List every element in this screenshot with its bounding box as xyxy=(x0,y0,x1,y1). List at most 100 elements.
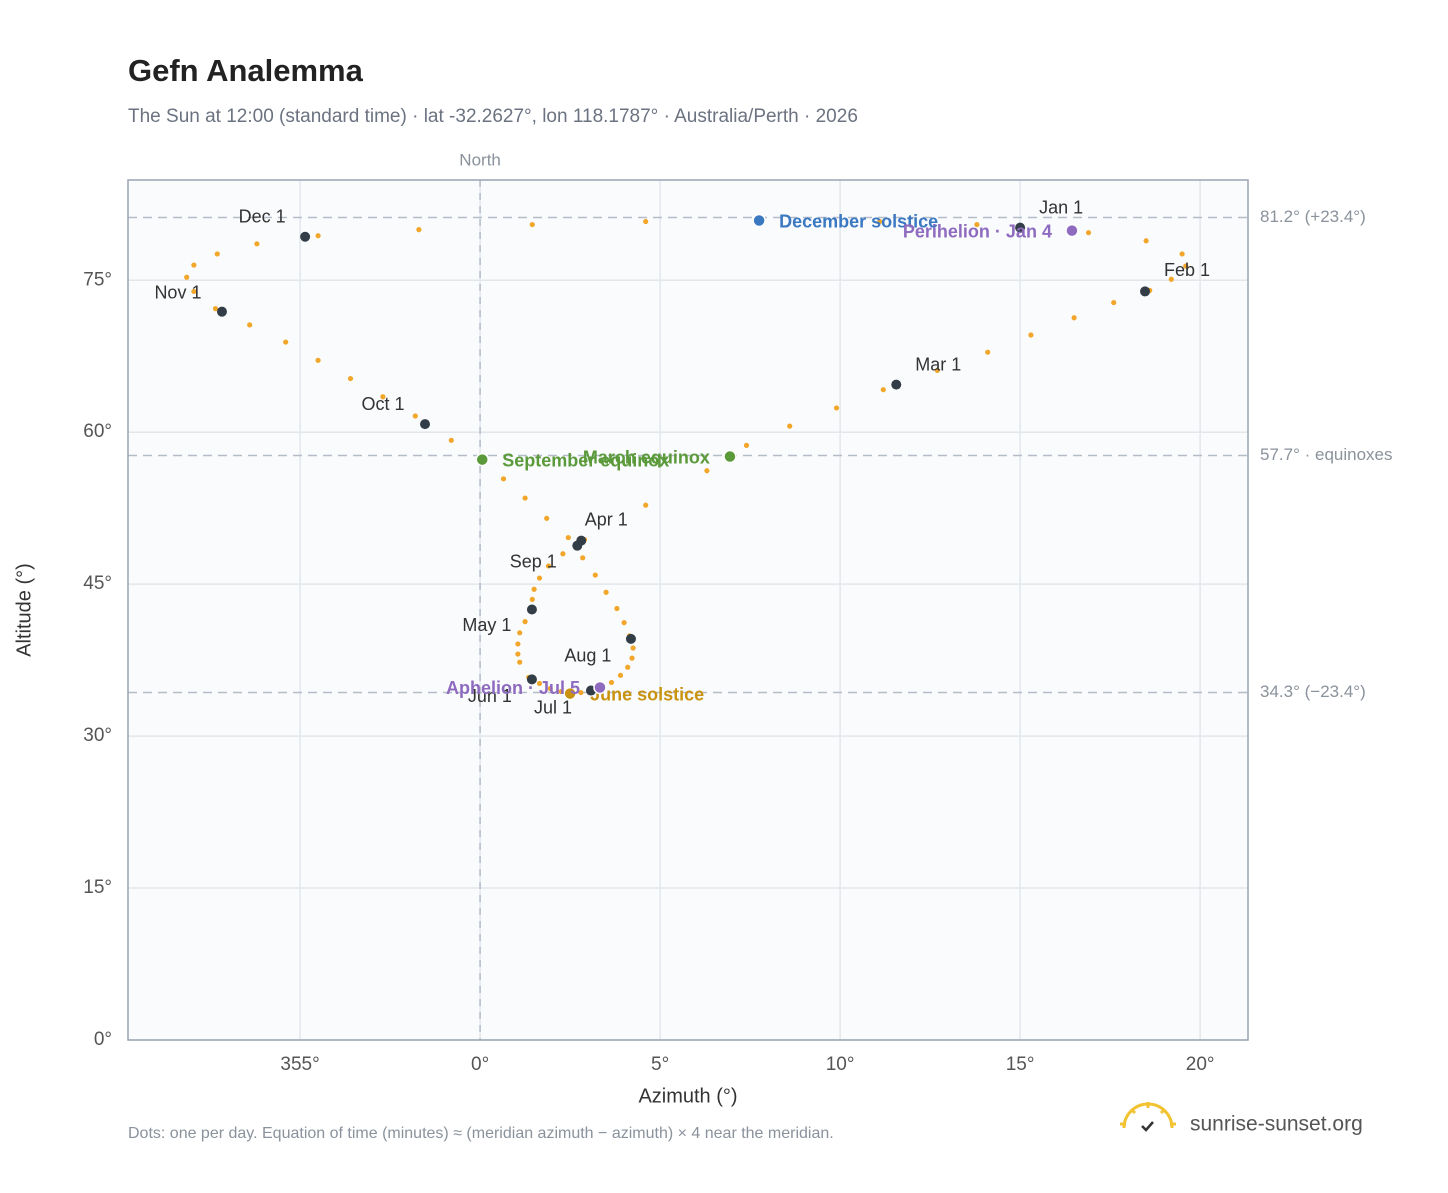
month-label: Mar 1 xyxy=(915,354,961,374)
event-marker xyxy=(723,449,737,464)
daily-dot xyxy=(283,339,289,345)
month-label: Apr 1 xyxy=(585,509,628,529)
month-label: Nov 1 xyxy=(154,282,201,302)
x-tick-label: 0° xyxy=(471,1054,489,1075)
event-marker xyxy=(752,213,766,228)
x-tick-label: 10° xyxy=(826,1054,855,1075)
month-label: Jul 1 xyxy=(534,697,572,717)
daily-dot xyxy=(629,655,635,661)
y-tick-label: 45° xyxy=(83,573,112,594)
month-label: Aug 1 xyxy=(564,646,611,666)
month-marker xyxy=(1140,286,1151,297)
daily-dot xyxy=(833,405,840,411)
daily-dot xyxy=(985,349,991,355)
chart-title: Gefn Analemma xyxy=(128,53,364,88)
brand-name: sunrise-sunset.org xyxy=(1190,1113,1363,1136)
daily-dot xyxy=(1183,263,1189,269)
daily-dot xyxy=(515,641,521,647)
month-marker xyxy=(891,379,902,390)
daily-dot xyxy=(1111,299,1117,306)
reference-label: 57.7° · equinoxes xyxy=(1260,445,1393,464)
month-marker xyxy=(625,633,636,644)
daily-dot xyxy=(565,534,571,541)
daily-dot xyxy=(704,468,710,474)
month-marker xyxy=(420,419,431,430)
month-label: May 1 xyxy=(462,615,511,635)
daily-dot xyxy=(544,515,550,521)
footnote: Dots: one per day. Equation of time (min… xyxy=(128,1125,834,1142)
daily-dot xyxy=(1179,251,1185,257)
event-label: June solstice xyxy=(590,684,704,704)
daily-dot xyxy=(787,423,793,429)
daily-dot xyxy=(315,357,321,363)
y-tick-label: 15° xyxy=(83,877,112,898)
y-tick-label: 60° xyxy=(83,421,112,442)
daily-dot xyxy=(743,442,750,448)
month-label: Oct 1 xyxy=(362,394,405,414)
daily-dot xyxy=(558,688,564,695)
event-label: Aphelion · Jul 5 xyxy=(446,678,580,698)
daily-dot xyxy=(625,664,631,670)
month-marker xyxy=(572,540,583,551)
month-label: Jan 1 xyxy=(1039,197,1083,217)
month-marker xyxy=(300,231,311,242)
y-tick-label: 30° xyxy=(83,725,112,746)
month-marker xyxy=(526,604,537,615)
daily-dot xyxy=(880,387,886,393)
y-tick-label: 75° xyxy=(83,269,112,290)
x-tick-label: 20° xyxy=(1186,1054,1215,1075)
daily-dot xyxy=(191,288,197,295)
daily-dot xyxy=(522,495,528,501)
event-marker xyxy=(475,452,490,467)
daily-dot xyxy=(247,322,253,328)
y-axis-label: Altitude (°) xyxy=(13,563,35,657)
daily-dot xyxy=(184,274,190,280)
daily-dot xyxy=(545,563,552,569)
daily-dot xyxy=(522,619,528,625)
month-marker xyxy=(526,674,537,685)
daily-dot xyxy=(614,605,620,612)
daily-dot xyxy=(448,437,454,443)
x-tick-label: 5° xyxy=(651,1054,669,1075)
daily-dot xyxy=(580,555,586,561)
month-marker xyxy=(1015,222,1026,233)
daily-dot xyxy=(603,589,609,595)
daily-dot xyxy=(254,241,260,247)
daily-dot xyxy=(191,262,197,268)
x-axis-label: Azimuth (°) xyxy=(638,1085,737,1107)
month-marker xyxy=(216,306,227,317)
x-tick-label: 15° xyxy=(1006,1054,1035,1075)
plot-frame xyxy=(127,179,1249,1041)
daily-dot xyxy=(380,394,386,400)
daily-dot xyxy=(347,375,354,382)
event-label: September equinox xyxy=(502,450,669,470)
month-label: Dec 1 xyxy=(239,206,286,226)
month-label: Sep 1 xyxy=(510,551,557,571)
daily-dot xyxy=(1143,238,1149,244)
daily-dot xyxy=(500,476,507,482)
daily-dot xyxy=(877,218,883,225)
x-tick-label: 355° xyxy=(280,1054,319,1075)
daily-dot xyxy=(515,651,521,657)
daily-dot xyxy=(643,502,649,508)
daily-dot xyxy=(315,233,321,239)
chart-subtitle: The Sun at 12:00 (standard time) · lat -… xyxy=(128,106,858,127)
event-marker xyxy=(593,680,607,695)
daily-dot xyxy=(529,221,535,228)
event-marker xyxy=(563,686,577,701)
daily-dot xyxy=(608,679,615,686)
daily-dot xyxy=(560,551,566,557)
daily-dot xyxy=(578,689,584,696)
daily-dot xyxy=(1028,332,1034,338)
daily-dot xyxy=(934,367,940,374)
daily-dot xyxy=(416,227,422,233)
y-tick-label: 0° xyxy=(94,1029,112,1050)
daily-dot xyxy=(517,630,523,636)
month-label: Jun 1 xyxy=(468,686,512,706)
daily-dot xyxy=(617,672,624,678)
daily-dot xyxy=(1168,276,1174,282)
daily-dot xyxy=(621,620,627,626)
daily-dot xyxy=(1085,230,1092,236)
daily-dot xyxy=(536,680,543,687)
event-marker xyxy=(1065,223,1079,238)
